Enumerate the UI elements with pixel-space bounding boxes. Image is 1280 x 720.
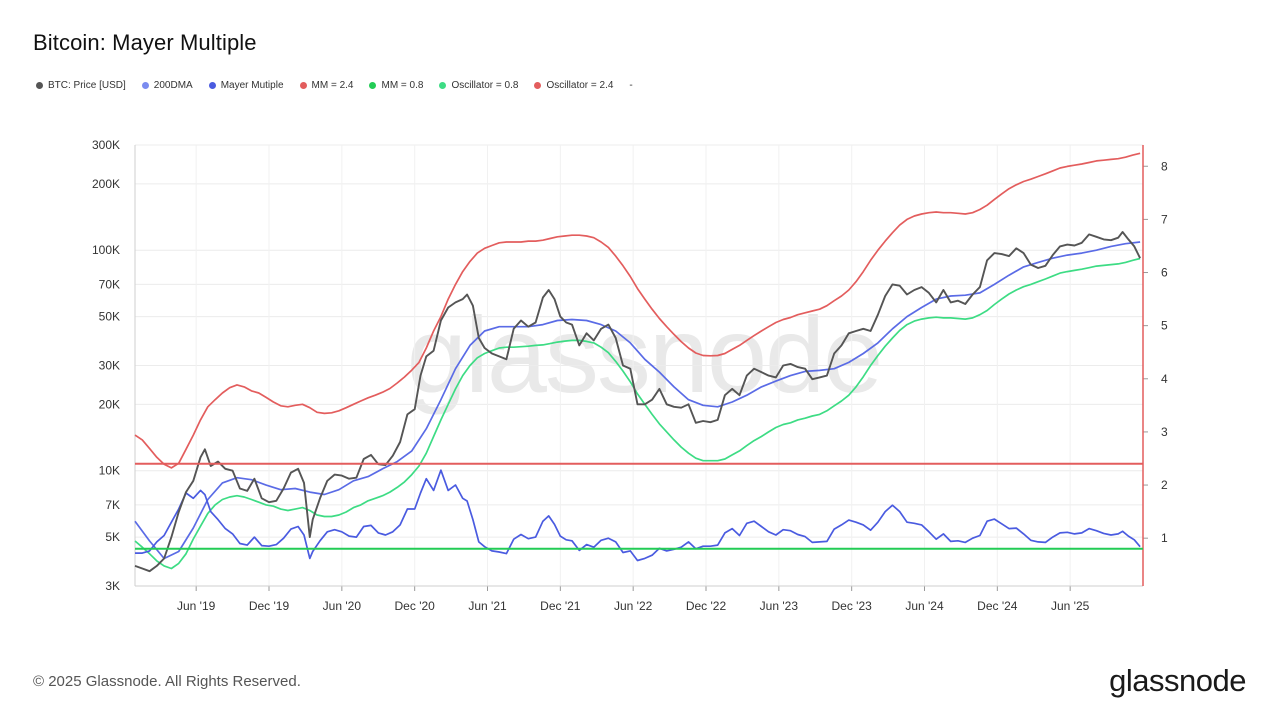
legend-label: Oscillator = 0.8 <box>451 80 519 91</box>
y-tick-label-right: 6 <box>1161 266 1168 280</box>
legend-swatch <box>369 82 377 89</box>
x-tick-label: Dec '20 <box>395 599 436 613</box>
y-tick-label-left: 20K <box>99 397 120 411</box>
mayer-mutiple-line <box>135 469 1141 562</box>
y-tick-label-left: 3K <box>105 579 120 593</box>
legend-item[interactable]: Mayer Mutiple <box>208 80 284 91</box>
copyright-text: © 2025 Glassnode. All Rights Reserved. <box>33 673 301 690</box>
y-tick-label-left: 10K <box>99 464 120 478</box>
x-tick-label: Dec '19 <box>249 599 290 613</box>
legend-label: MM = 2.4 <box>311 80 354 91</box>
legend-label: - <box>629 80 633 91</box>
legend-swatch <box>439 82 447 89</box>
btc-price-usd-line <box>134 231 1141 573</box>
y-tick-label-right: 5 <box>1161 319 1168 333</box>
x-tick-label: Jun '21 <box>468 599 507 613</box>
legend-swatch <box>36 82 43 89</box>
y-tick-label-left: 200K <box>92 177 120 191</box>
x-tick-label: Jun '24 <box>905 599 944 613</box>
legend-label: Mayer Mutiple <box>220 80 284 91</box>
y-tick-label-left: 5K <box>105 530 120 544</box>
y-tick-label-right: 2 <box>1161 478 1168 492</box>
x-tick-label: Dec '24 <box>977 599 1018 613</box>
y-tick-label-left: 50K <box>99 310 120 324</box>
x-tick-label: Jun '22 <box>614 599 653 613</box>
legend-item[interactable]: MM = 0.8 <box>369 80 423 91</box>
legend-item[interactable]: Oscillator = 0.8 <box>439 80 518 91</box>
x-tick-label: Jun '23 <box>760 599 799 613</box>
legend-item[interactable]: BTC: Price [USD] <box>36 80 126 91</box>
legend-item[interactable]: Oscillator = 2.4 <box>534 80 613 91</box>
y-tick-label-right: 4 <box>1161 372 1168 386</box>
legend-item[interactable]: 200DMA <box>141 80 193 91</box>
legend-swatch <box>208 82 216 89</box>
y-tick-label-left: 300K <box>92 138 120 152</box>
legend-label: MM = 0.8 <box>381 80 424 91</box>
y-tick-label-right: 1 <box>1161 531 1168 545</box>
brand-logo: glassnode <box>1109 663 1246 698</box>
legend: BTC: Price [USD] 200DMA Mayer Mutiple MM = … <box>36 80 633 91</box>
legend-label: 200DMA <box>153 80 193 91</box>
y-tick-label-left: 7K <box>105 498 120 512</box>
x-tick-label: Jun '19 <box>177 599 216 613</box>
y-tick-label-right: 7 <box>1161 212 1168 226</box>
chart-title: Bitcoin: Mayer Multiple <box>33 30 257 55</box>
legend-item[interactable]: - <box>629 80 632 91</box>
oscillator-2-4-line <box>134 152 1141 469</box>
legend-item[interactable]: MM = 2.4 <box>299 80 354 91</box>
y-tick-label-left: 100K <box>92 243 120 257</box>
x-tick-label: Dec '23 <box>832 599 873 613</box>
legend-swatch <box>141 82 149 89</box>
legend-swatch <box>534 82 542 89</box>
x-tick-label: Jun '25 <box>1051 599 1090 613</box>
y-tick-label-left: 70K <box>99 277 120 291</box>
y-tick-label-left: 30K <box>99 359 120 373</box>
x-tick-label: Dec '21 <box>540 599 581 613</box>
x-tick-label: Dec '22 <box>686 599 727 613</box>
y-tick-label-right: 8 <box>1161 159 1168 173</box>
oscillator-0-8-line <box>134 257 1141 570</box>
legend-label: Oscillator = 2.4 <box>546 80 614 91</box>
watermark-text: glassnode <box>407 294 881 415</box>
y-tick-label-right: 3 <box>1161 425 1168 439</box>
legend-swatch <box>299 82 307 89</box>
x-tick-label: Jun '20 <box>323 599 362 613</box>
legend-label: BTC: Price [USD] <box>48 80 126 91</box>
